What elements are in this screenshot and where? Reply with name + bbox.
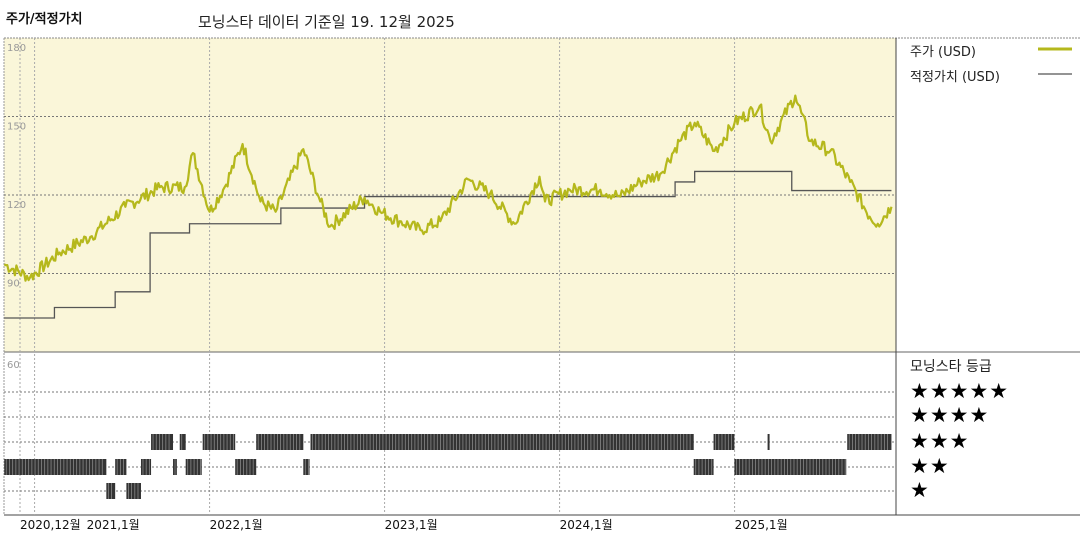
x-tick-label: 2020,12월 [20, 518, 81, 532]
rating-segment-2-star [303, 459, 310, 475]
rating-segment-3-star [151, 434, 174, 450]
x-tick-label: 2021,1월 [87, 518, 140, 532]
rating-segment-2-star [115, 459, 127, 475]
y-tick-label: 180 [7, 43, 26, 54]
rating-segment-3-star [179, 434, 186, 450]
price-line [3, 94, 893, 282]
rating-5-stars: ★★★★★ [910, 379, 1010, 403]
rating-segment-1-star [106, 483, 116, 499]
rating-legend-title: 모닝스타 등급 [910, 359, 992, 375]
x-tick-label: 2023,1월 [385, 518, 438, 532]
rating-segment-3-star [310, 434, 694, 450]
data-date-subtitle: 모닝스타 데이터 기준일 19. 12월 2025 [198, 13, 455, 31]
fair-value-line [4, 170, 892, 319]
rating-2-stars: ★★ [910, 454, 950, 478]
rating-segment-2-star [693, 459, 714, 475]
rating-segment-3-star [767, 434, 770, 450]
x-tick-label: 2022,1월 [210, 518, 263, 532]
rating-segment-1-star [126, 483, 141, 499]
y-tick-label: 150 [7, 122, 26, 133]
rating-3-stars: ★★★ [910, 429, 970, 453]
x-tick-label: 2025,1월 [735, 518, 788, 532]
y-tick-label: 120 [7, 200, 26, 211]
rating-y-tick: 60 [7, 360, 20, 371]
legend-price: 주가 (USD) [910, 45, 976, 60]
rating-1-star: ★ [910, 478, 930, 502]
chart-title: 주가/적정가치 [6, 12, 83, 27]
rating-4-stars: ★★★★ [910, 403, 990, 427]
x-tick-label: 2024,1월 [560, 518, 613, 532]
rating-segment-3-star [847, 434, 892, 450]
legend-fair-value: 적정가치 (USD) [910, 70, 1000, 85]
rating-segment-2-star [4, 459, 107, 475]
y-tick-label: 90 [7, 279, 20, 290]
